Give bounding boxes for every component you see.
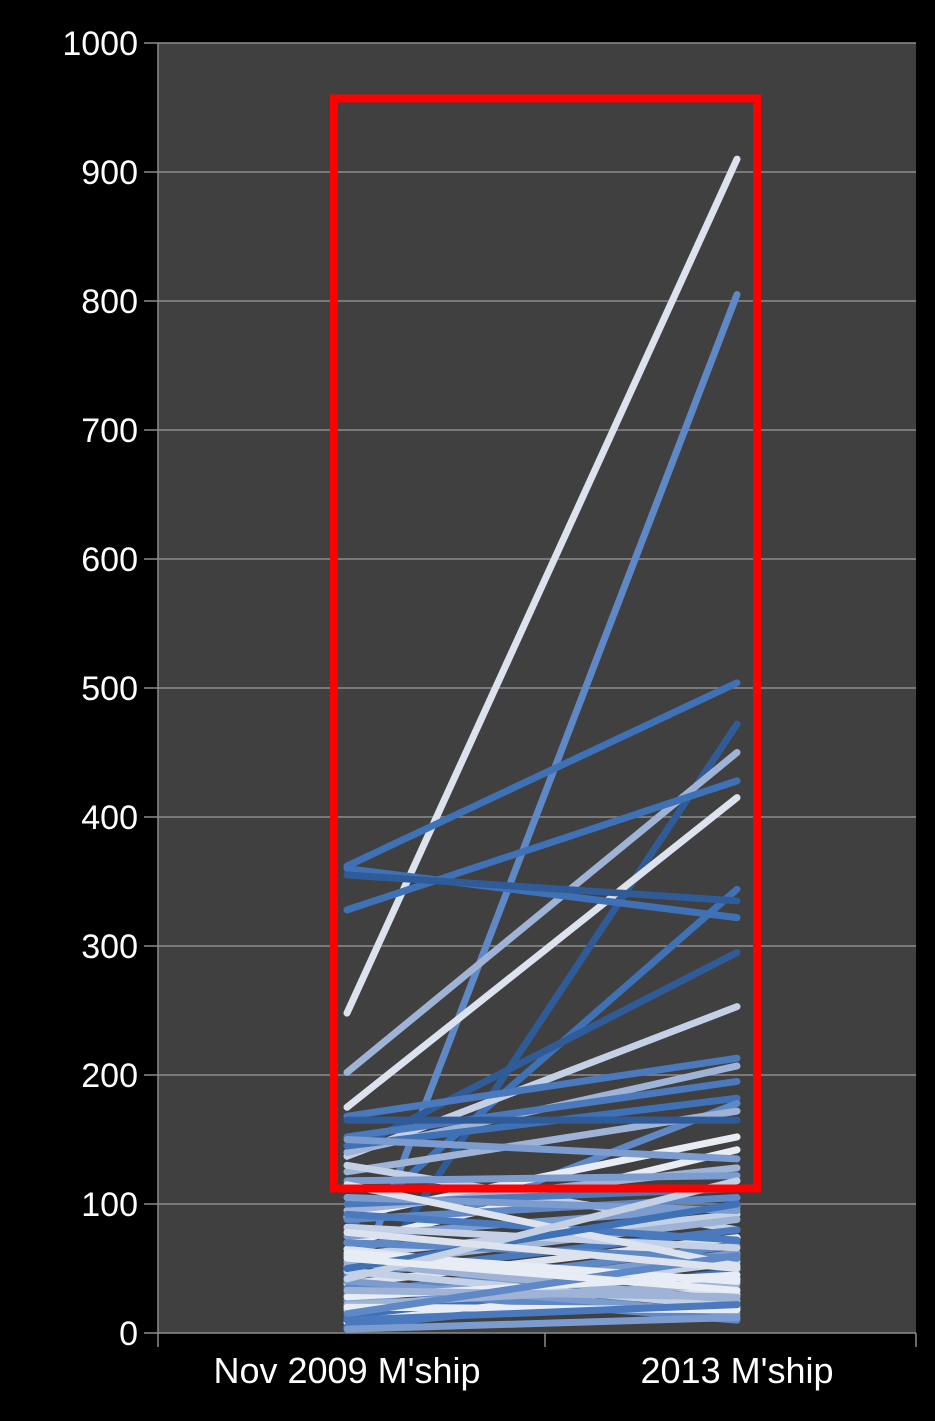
series-line — [343, 1228, 741, 1272]
y-tick-label: 300 — [81, 928, 138, 966]
y-tick-label: 100 — [81, 1186, 138, 1224]
series-line — [343, 1181, 741, 1270]
series-line — [343, 1172, 741, 1185]
series-line — [343, 1254, 741, 1294]
series-line — [343, 679, 741, 870]
axes — [157, 43, 917, 1347]
highlight-box — [330, 94, 761, 1193]
series-lines — [343, 155, 741, 1333]
y-tick-label: 700 — [81, 412, 138, 450]
series-line — [343, 871, 741, 905]
y-tick-label: 200 — [81, 1057, 138, 1095]
series-line — [343, 1301, 741, 1324]
y-tick-label: 900 — [81, 154, 138, 192]
y-tick-label: 500 — [81, 670, 138, 708]
y-tick-label: 1000 — [62, 25, 138, 63]
series-line — [343, 1054, 741, 1120]
y-tick-label: 800 — [81, 283, 138, 321]
series-line — [343, 777, 741, 914]
y-tick-label: 400 — [81, 799, 138, 837]
series-line — [343, 794, 741, 1111]
x-tick-label: Nov 2009 M'ship — [213, 1350, 480, 1391]
series-line — [343, 155, 741, 1017]
y-tick-label: 0 — [119, 1315, 138, 1353]
y-tick-label: 600 — [81, 541, 138, 579]
series-line — [343, 1003, 741, 1160]
series-line — [343, 1200, 741, 1272]
series-line — [343, 1136, 741, 1163]
series-line — [343, 1077, 741, 1141]
axis-labels: 0 100 200 300 400 500 600 700 800 900 1000 Nov 2009… — [62, 25, 833, 1391]
series-line — [343, 1286, 741, 1301]
x-tick-label: 2013 M'ship — [641, 1350, 834, 1391]
series-line — [343, 1314, 741, 1333]
